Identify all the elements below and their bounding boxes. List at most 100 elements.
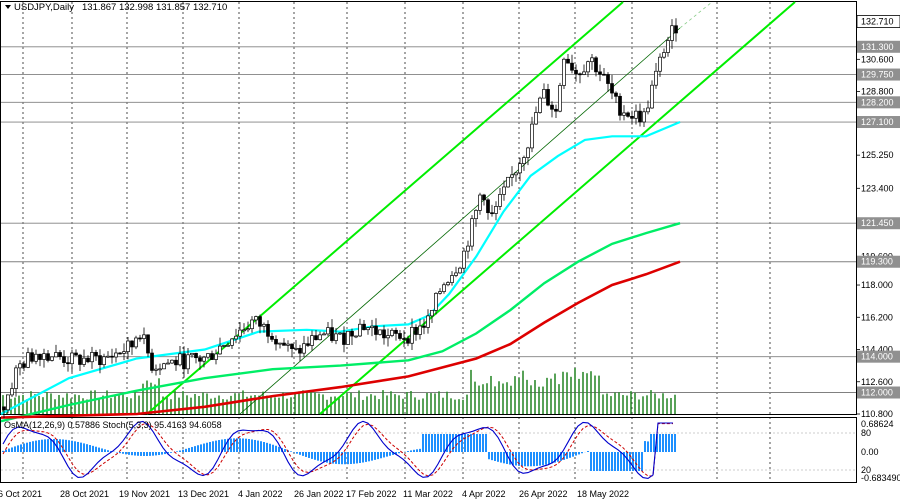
candle-body [418,325,422,335]
indicator-label: OsMA(12,26,9) 0.57886 Stoch(5,3,3) 95.41… [4,420,222,430]
candle-body [530,123,534,149]
candle-body [226,344,230,347]
candle-body [54,352,58,358]
candle-body [470,218,474,247]
price-tag-box [857,255,900,268]
candle-body [290,343,294,350]
candle-body [642,111,646,123]
channel-projection [679,1,713,29]
candle-body [350,330,354,337]
ema-line [0,222,681,423]
candle-body [426,315,430,328]
candle-body [462,250,466,269]
candle-body [526,147,530,158]
candle-body [150,352,154,371]
price-tag-box [857,386,900,399]
candle-body [582,71,586,75]
candle-body [646,107,650,113]
candle-body [202,356,206,362]
ohlc-values: 131.867 132.998 131.857 132.710 [82,2,227,13]
price-tag-label: 121.450 [861,218,894,228]
candle-body [538,97,542,113]
candle-body [42,353,46,360]
candle-body [306,343,310,346]
candle-body [402,338,406,340]
candle-body [486,199,490,214]
candle-body [622,112,626,116]
dropdown-triangle-icon[interactable] [5,5,11,9]
candle-body [2,406,6,411]
candle-body [394,329,398,334]
candlesticks [2,18,678,419]
candle-body [90,352,94,363]
candle-body [162,363,166,370]
candle-body [566,58,570,64]
candle-body [270,335,274,340]
candle-body [382,329,386,339]
indicator-tick-label: -0.683490 [861,473,900,483]
candle-body [318,334,322,341]
candle-body [574,69,578,75]
candle-body [590,57,594,63]
time-tick-label: 4 Jan 2022 [238,489,283,499]
price-tick-label: 118.000 [861,280,893,290]
candle-body [670,25,674,41]
candle-body [650,84,654,109]
time-tick-label: 26 Apr 2022 [519,489,568,499]
candle-body [102,356,106,366]
candle-body [294,347,298,350]
time-tick-label: 26 Jan 2022 [294,489,344,499]
candle-body [498,194,502,207]
candle-body [366,327,370,331]
candle-body [398,333,402,339]
candle-body [82,357,86,365]
indicator-tick-label: 20 [861,465,871,475]
candle-body [282,342,286,346]
candle-body [222,345,226,347]
channel-lower [319,1,796,415]
candle-body [186,354,190,370]
candle-body [246,328,250,331]
candle-body [238,329,242,337]
candle-body [546,89,550,106]
candle-body [322,333,326,336]
candle-body [362,323,366,331]
main-panel [0,1,857,415]
candle-body [110,355,114,358]
candle-body [266,323,270,337]
candle-body [218,345,222,355]
candle-body [22,363,26,368]
time-tick-label: 18 May 2022 [577,489,629,499]
candle-body [626,112,630,117]
candle-body [158,368,162,371]
candle-body [558,85,562,112]
symbol-label: USDJPY,Daily [14,2,74,13]
candle-body [26,352,30,368]
time-axis: 6 Oct 2021 28 Oct 2021 19 Nov 2021 13 Dec 2… [0,489,629,499]
candle-body [522,157,526,165]
candle-body [278,342,282,345]
candle-body [50,356,54,361]
price-tag-box [857,40,900,53]
candle-body [458,267,462,274]
candle-body [330,327,334,341]
ema-line [0,260,681,419]
candle-body [618,95,622,116]
candle-body [586,61,590,73]
candle-body [262,323,266,327]
candle-body [598,71,602,75]
time-tick-label: 13 Dec 2021 [178,489,229,499]
candle-body [602,73,606,76]
candle-body [126,340,130,352]
candle-body [534,112,538,125]
price-tag-box [857,217,900,230]
price-tick-label: 114.400 [861,345,893,355]
candle-body [654,70,658,86]
candle-body [490,212,494,215]
candle-body [406,338,410,344]
stoch-signal-line [2,423,673,477]
volume-bars [2,367,676,414]
price-tag-label: 128.200 [861,97,894,107]
candle-body [30,352,34,362]
